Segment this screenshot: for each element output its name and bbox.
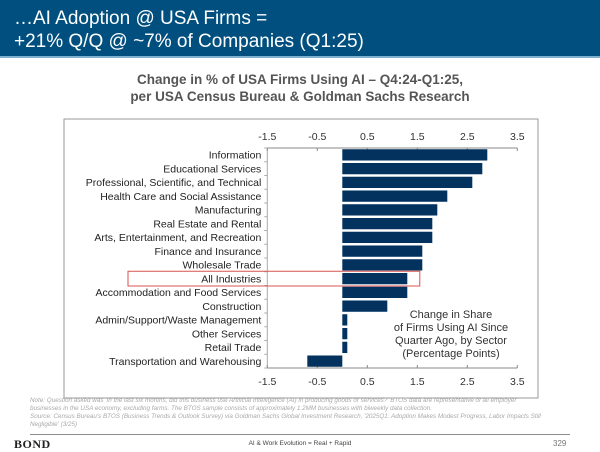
chart-subtitle: per USA Census Bureau & Goldman Sachs Re… (130, 89, 470, 104)
bar (342, 300, 388, 312)
bar (342, 341, 348, 354)
category-label: Construction (202, 301, 261, 313)
slide-title-line2: +21% Q/Q @ ~7% of Companies (Q1:25) (14, 31, 364, 52)
category-label: Health Care and Social Assistance (100, 191, 261, 203)
footer-divider (30, 434, 570, 435)
bar (342, 190, 448, 202)
x-tick-label-bottom: 0.5 (360, 376, 375, 388)
bar (342, 176, 473, 189)
slide-header: …AI Adoption @ USA Firms = +21% Q/Q @ ~7… (0, 0, 600, 58)
footer-tagline: AI & Work Evolution = Real + Rapid (248, 440, 352, 447)
chart-annotation: Quarter Ago, by Sector (395, 335, 507, 347)
category-label: Arts, Entertainment, and Recreation (94, 232, 261, 244)
bar (342, 314, 348, 326)
source-line: Source: Census Bureau's BTOS (Business T… (30, 413, 541, 420)
chart-annotation: Change in Share (410, 309, 493, 321)
category-label: Information (209, 150, 262, 162)
source-line: Negligible' (3/25) (30, 421, 78, 428)
category-label: Retail Trade (205, 342, 262, 354)
x-tick-label-bottom: 1.5 (410, 376, 425, 388)
bar (342, 217, 433, 230)
bar (342, 272, 408, 285)
bar (307, 355, 343, 367)
x-tick-label-top: -0.5 (308, 131, 326, 143)
category-label: Professional, Scientific, and Technical (86, 177, 262, 189)
bar (342, 149, 488, 161)
x-tick-label-top: 1.5 (410, 131, 425, 143)
x-tick-label-bottom: 3.5 (510, 376, 525, 388)
page-number: 329 (553, 439, 567, 448)
bar (342, 259, 423, 271)
category-label: Educational Services (163, 163, 261, 175)
bar (342, 327, 348, 340)
category-label: Finance and Insurance (154, 246, 261, 258)
category-label: Real Estate and Rental (153, 218, 261, 230)
highlight-box (127, 270, 421, 287)
x-tick-label-top: 0.5 (360, 131, 375, 143)
x-tick-label-bottom: -0.5 (308, 376, 326, 388)
category-label: Accommodation and Food Services (96, 287, 262, 299)
category-label: All Industries (201, 273, 261, 285)
x-tick-label-top: 2.5 (460, 131, 475, 143)
x-tick-label-top: 3.5 (510, 131, 525, 143)
bar (342, 231, 433, 244)
slide-title-line1: …AI Adoption @ USA Firms = (14, 8, 268, 29)
footnote-line: businesses in the USA economy, excluding… (30, 405, 433, 412)
x-tick-label-bottom: -1.5 (258, 376, 276, 388)
category-label: Manufacturing (195, 205, 262, 217)
bar (342, 162, 483, 175)
category-label: Transportation and Warehousing (109, 356, 261, 368)
chart-title: Change in % of USA Firms Using AI – Q4:2… (136, 72, 464, 87)
category-label: Admin/Support/Waste Management (95, 315, 261, 327)
chart-frame (63, 118, 539, 399)
bar (342, 245, 423, 257)
bar (342, 286, 408, 299)
category-label: Other Services (192, 328, 261, 340)
x-tick-label-bottom: 2.5 (460, 376, 475, 388)
x-tick-label-top: -1.5 (258, 131, 276, 143)
chart-annotation: (Percentage Points) (402, 348, 499, 360)
category-label: Wholesale Trade (183, 260, 262, 272)
bar (342, 204, 438, 216)
chart-annotation: of Firms Using AI Since (394, 322, 508, 334)
footnote-line: Note: Question asked was 'In the last si… (30, 397, 517, 404)
footnote: Note: Question asked was 'In the last si… (30, 397, 590, 429)
brand-logo: BOND (14, 437, 51, 451)
